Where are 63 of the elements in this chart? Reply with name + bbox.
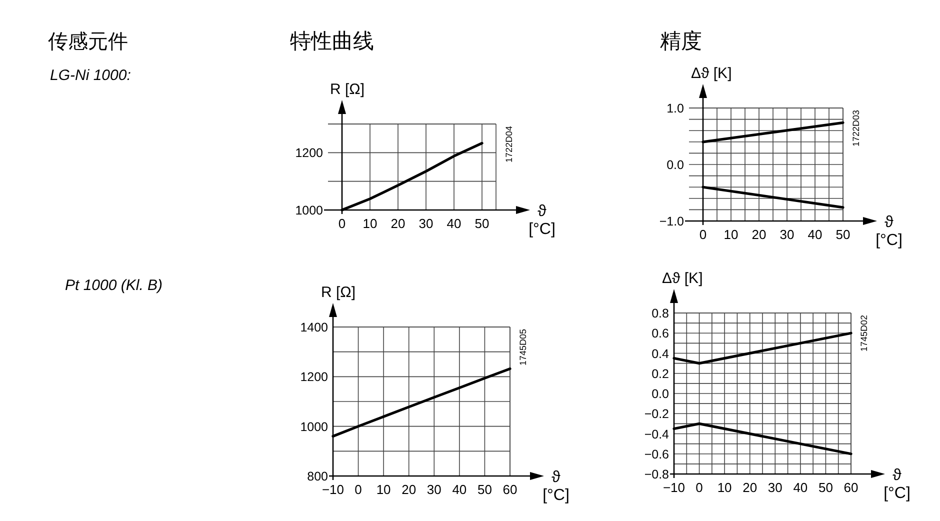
x-tick-label: 60 xyxy=(502,482,518,497)
y-tick-label: 0.2 xyxy=(652,366,670,381)
x-tick-label: 60 xyxy=(844,480,858,495)
x-tick-label: 10 xyxy=(362,216,378,231)
y-tick-label: 0.0 xyxy=(652,387,670,401)
y-tick-label: 0.0 xyxy=(666,158,684,172)
x-tick-label: 20 xyxy=(402,482,416,497)
x-tick-label: 20 xyxy=(752,227,766,242)
x-tick-label: 10 xyxy=(376,482,391,497)
chart-title: 特性曲线 xyxy=(290,30,374,53)
text: 1722D04 xyxy=(504,126,514,163)
y-axis-title: Δϑ [K] xyxy=(691,65,732,82)
x-tick-label: 0 xyxy=(696,480,703,495)
chart-title: 精度 xyxy=(660,30,702,53)
x-tick-label: 40 xyxy=(793,480,808,495)
x-tick-label: 30 xyxy=(768,480,782,495)
y-axis-title: Δϑ [K] xyxy=(662,270,703,287)
x-axis-title: ϑ [°C] xyxy=(876,214,902,249)
y-tick-label: 800 xyxy=(307,470,328,484)
y-tick-label: 1200 xyxy=(300,370,328,384)
text: 1745D05 xyxy=(518,329,528,366)
y-tick-label: 0.6 xyxy=(652,326,670,341)
y-tick-label: 1.0 xyxy=(666,102,684,116)
text: LG-Ni 1000: xyxy=(50,67,131,84)
x-axis-title: ϑ [°C] xyxy=(542,469,570,504)
x-tick-label: 40 xyxy=(808,227,822,242)
x-tick-label: 20 xyxy=(742,480,758,495)
y-axis-title: R [Ω] xyxy=(321,284,356,301)
x-tick-label: 40 xyxy=(452,482,467,497)
x-tick-label: 0 xyxy=(338,216,346,231)
y-tick-label: 1000 xyxy=(300,420,328,434)
y-tick-label: −0.4 xyxy=(644,427,670,442)
x-tick-label: 10 xyxy=(724,227,738,242)
y-tick-label: −0.8 xyxy=(644,468,670,482)
x-tick-label: 0 xyxy=(354,482,362,497)
y-tick-label: 1400 xyxy=(300,320,328,334)
x-tick-label: 50 xyxy=(474,216,490,231)
text: 1722D03 xyxy=(851,110,861,147)
y-tick-label: −1.0 xyxy=(659,214,684,228)
x-axis-title: ϑ [°C] xyxy=(528,203,556,238)
x-axis-title: ϑ [°C] xyxy=(884,467,910,502)
x-tick-label: 50 xyxy=(477,482,492,497)
y-tick-label: −0.2 xyxy=(644,407,670,422)
x-tick-label: 40 xyxy=(446,216,462,231)
x-tick-label: −10 xyxy=(322,482,344,497)
y-tick-label: 1200 xyxy=(295,146,324,160)
y-tick-label: −0.6 xyxy=(644,447,670,462)
y-tick-label: 1000 xyxy=(295,204,324,218)
y-tick-label: 0.4 xyxy=(652,346,670,361)
text: 1745D02 xyxy=(859,315,869,352)
x-tick-label: 10 xyxy=(717,480,732,495)
x-tick-label: 20 xyxy=(390,216,406,231)
y-axis-title: R [Ω] xyxy=(330,81,365,98)
y-tick-label: 0.8 xyxy=(652,306,670,320)
text: 传感元件 xyxy=(48,31,128,53)
x-tick-label: −10 xyxy=(662,480,686,495)
x-tick-label: 30 xyxy=(418,216,434,231)
x-tick-label: 30 xyxy=(426,482,442,497)
x-tick-label: 50 xyxy=(836,227,850,242)
x-tick-label: 50 xyxy=(818,480,833,495)
text: Pt 1000 (Kl. B) xyxy=(65,277,163,294)
x-tick-label: 30 xyxy=(780,227,794,242)
x-tick-label: 0 xyxy=(699,227,707,242)
